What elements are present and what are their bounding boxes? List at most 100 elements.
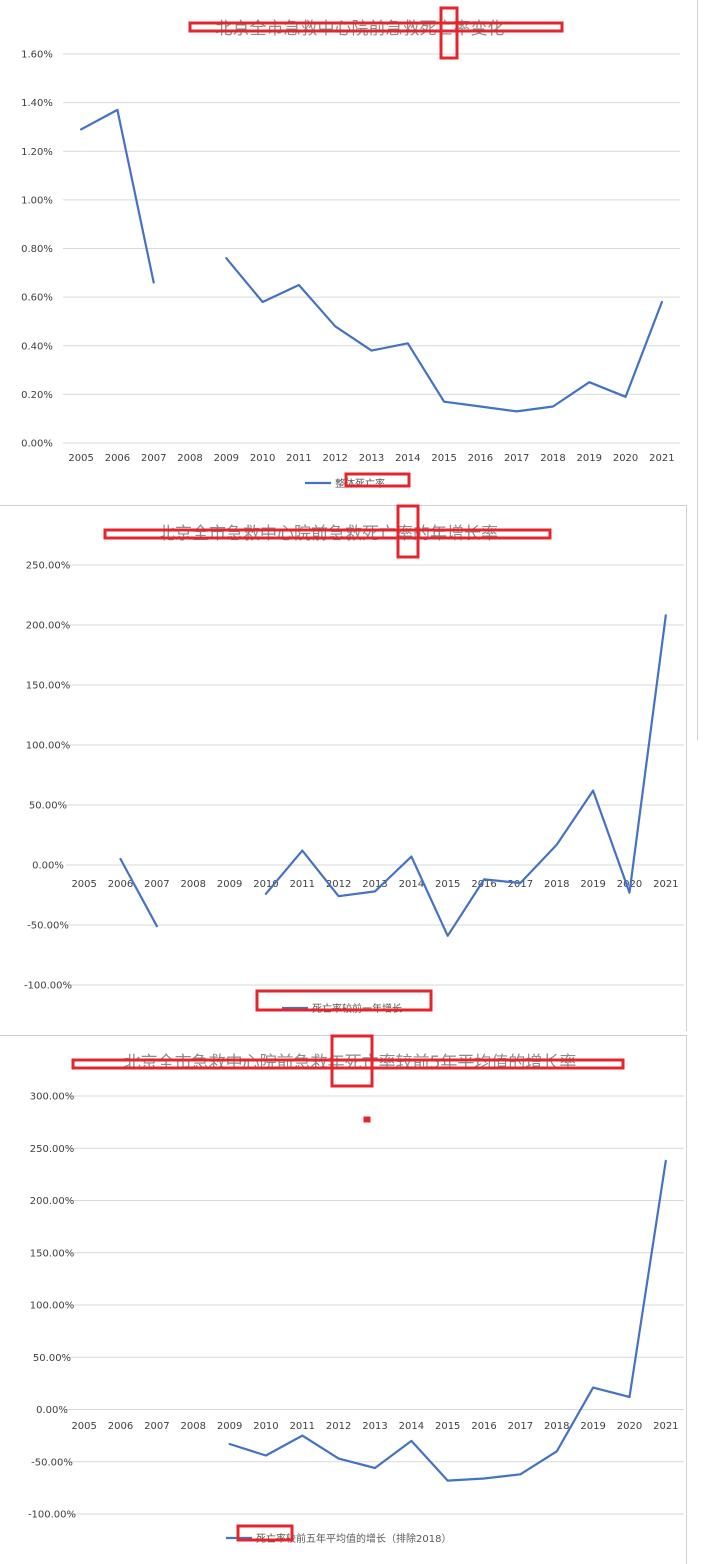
y-tick-label: 0.80%: [21, 244, 53, 255]
red-annotation-box: [363, 1116, 371, 1123]
y-tick-label: -100.00%: [28, 1510, 76, 1521]
x-tick-label: 2021: [653, 1421, 678, 1432]
series-line: [79, 108, 155, 284]
x-tick-label: 2009: [217, 1421, 242, 1432]
x-tick-label: 2016: [468, 453, 493, 464]
x-tick-label: 2005: [71, 879, 96, 890]
y-tick-label: 200.00%: [26, 621, 71, 632]
x-tick-label: 2007: [144, 879, 169, 890]
y-tick-label: 150.00%: [26, 681, 71, 692]
x-tick-label: 2008: [181, 1421, 206, 1432]
x-tick-label: 2013: [359, 453, 384, 464]
red-annotation-box: [330, 1034, 374, 1088]
x-tick-label: 2012: [326, 879, 351, 890]
x-tick-label: 2009: [214, 453, 239, 464]
right-edge-divider: [697, 0, 698, 740]
x-tick-label: 2006: [105, 453, 130, 464]
y-tick-label: 0.40%: [21, 341, 53, 352]
x-tick-label: 2021: [649, 453, 674, 464]
legend-label: 整体死亡率: [335, 477, 385, 490]
x-tick-label: 2006: [108, 1421, 133, 1432]
series-line: [119, 857, 158, 928]
y-tick-label: -100.00%: [24, 981, 72, 992]
x-tick-label: 2009: [217, 879, 242, 890]
x-tick-label: 2005: [68, 453, 93, 464]
chart-title: 北京全市急救中心院前急救年死亡率较前5年平均值的增长率: [124, 1053, 577, 1073]
x-tick-label: 2013: [362, 1421, 387, 1432]
x-tick-label: 2015: [435, 1421, 460, 1432]
chart-panel-death-rate: 0.00% 0.20% 0.40% 0.60% 0.80% 1.00% 1.20% 1.40%…: [0, 0, 697, 505]
y-tick-label: 0.20%: [21, 390, 53, 401]
x-tick-label: 2015: [435, 879, 460, 890]
series-line: [228, 1159, 667, 1482]
red-annotation-box: [439, 6, 459, 60]
x-tick-label: 2013: [362, 879, 387, 890]
legend-label: 死亡率较前五年平均值的增长（排除2018）: [256, 1532, 451, 1545]
y-tick-label: 1.20%: [21, 147, 53, 158]
y-tick-label: 150.00%: [30, 1248, 75, 1259]
x-tick-label: 2007: [141, 453, 166, 464]
y-tick-label: 200.00%: [30, 1196, 75, 1207]
x-tick-label: 2020: [617, 1421, 642, 1432]
x-tick-label: 2014: [399, 1421, 424, 1432]
y-tick-label: 0.00%: [21, 439, 53, 450]
y-tick-label: 300.00%: [30, 1092, 75, 1103]
red-annotation-box: [188, 21, 564, 33]
x-tick-label: 2017: [508, 879, 533, 890]
x-tick-label: 2014: [399, 879, 424, 890]
x-tick-label: 2019: [580, 879, 605, 890]
x-tick-label: 2014: [395, 453, 420, 464]
x-tick-label: 2016: [471, 879, 496, 890]
y-tick-label: 1.40%: [21, 98, 53, 109]
x-tick-label: 2010: [253, 879, 278, 890]
x-tick-label: 2011: [290, 879, 315, 890]
y-tick-label: -50.00%: [31, 1457, 73, 1468]
x-tick-label: 2007: [144, 1421, 169, 1432]
y-tick-label: 1.00%: [21, 195, 53, 206]
red-annotation-box: [71, 1058, 625, 1070]
red-annotation-box: [396, 504, 420, 559]
y-tick-label: 250.00%: [30, 1144, 75, 1155]
x-tick-label: 2017: [508, 1421, 533, 1432]
y-tick-label: 100.00%: [30, 1301, 75, 1312]
x-tick-label: 2010: [250, 453, 275, 464]
x-tick-label: 2021: [653, 879, 678, 890]
x-tick-label: 2005: [71, 1421, 96, 1432]
x-tick-label: 2016: [471, 1421, 496, 1432]
red-annotation-box: [103, 528, 552, 540]
y-tick-label: 1.60%: [21, 50, 53, 61]
chart-yoy-growth: -100.00% -50.00% 0.00% 50.00% 100.00% 150.00%…: [24, 504, 684, 1015]
x-tick-label: 2017: [504, 453, 529, 464]
chart-death-rate: 0.00% 0.20% 0.40% 0.60% 0.80% 1.00% 1.20% 1.40%…: [21, 6, 680, 490]
y-tick-label: 250.00%: [26, 561, 71, 572]
x-tick-label: 2006: [108, 879, 133, 890]
x-tick-label: 2018: [540, 453, 565, 464]
red-annotation-box: [255, 989, 433, 1012]
x-tick-label: 2010: [253, 1421, 278, 1432]
y-tick-label: 0.00%: [36, 1405, 68, 1416]
x-tick-label: 2018: [544, 1421, 569, 1432]
red-annotation-box: [236, 1524, 294, 1542]
x-tick-label: 2015: [431, 453, 456, 464]
red-annotation-box: [344, 472, 411, 488]
x-tick-label: 2012: [326, 1421, 351, 1432]
chart-panel-5yr-growth: -100.00% -50.00% 0.00% 50.00% 100.00% 150.00%…: [0, 1034, 687, 1564]
y-tick-label: -50.00%: [27, 921, 69, 932]
series-line: [225, 257, 664, 413]
x-tick-label: 2008: [177, 453, 202, 464]
y-tick-label: 0.60%: [21, 293, 53, 304]
x-tick-label: 2019: [577, 453, 602, 464]
y-tick-label: 100.00%: [26, 741, 71, 752]
x-tick-label: 2011: [290, 1421, 315, 1432]
y-tick-label: 50.00%: [33, 1353, 71, 1364]
chart-5yr-growth: -100.00% -50.00% 0.00% 50.00% 100.00% 150.00%…: [28, 1034, 684, 1545]
x-tick-label: 2008: [181, 879, 206, 890]
x-tick-label: 2012: [322, 453, 347, 464]
y-tick-label: 50.00%: [29, 801, 67, 812]
x-tick-label: 2019: [580, 1421, 605, 1432]
y-tick-label: 0.00%: [32, 861, 64, 872]
chart-panel-yoy-growth: -100.00% -50.00% 0.00% 50.00% 100.00% 150.00%…: [0, 504, 687, 1031]
x-tick-label: 2020: [613, 453, 638, 464]
x-tick-label: 2018: [544, 879, 569, 890]
x-tick-label: 2011: [286, 453, 311, 464]
